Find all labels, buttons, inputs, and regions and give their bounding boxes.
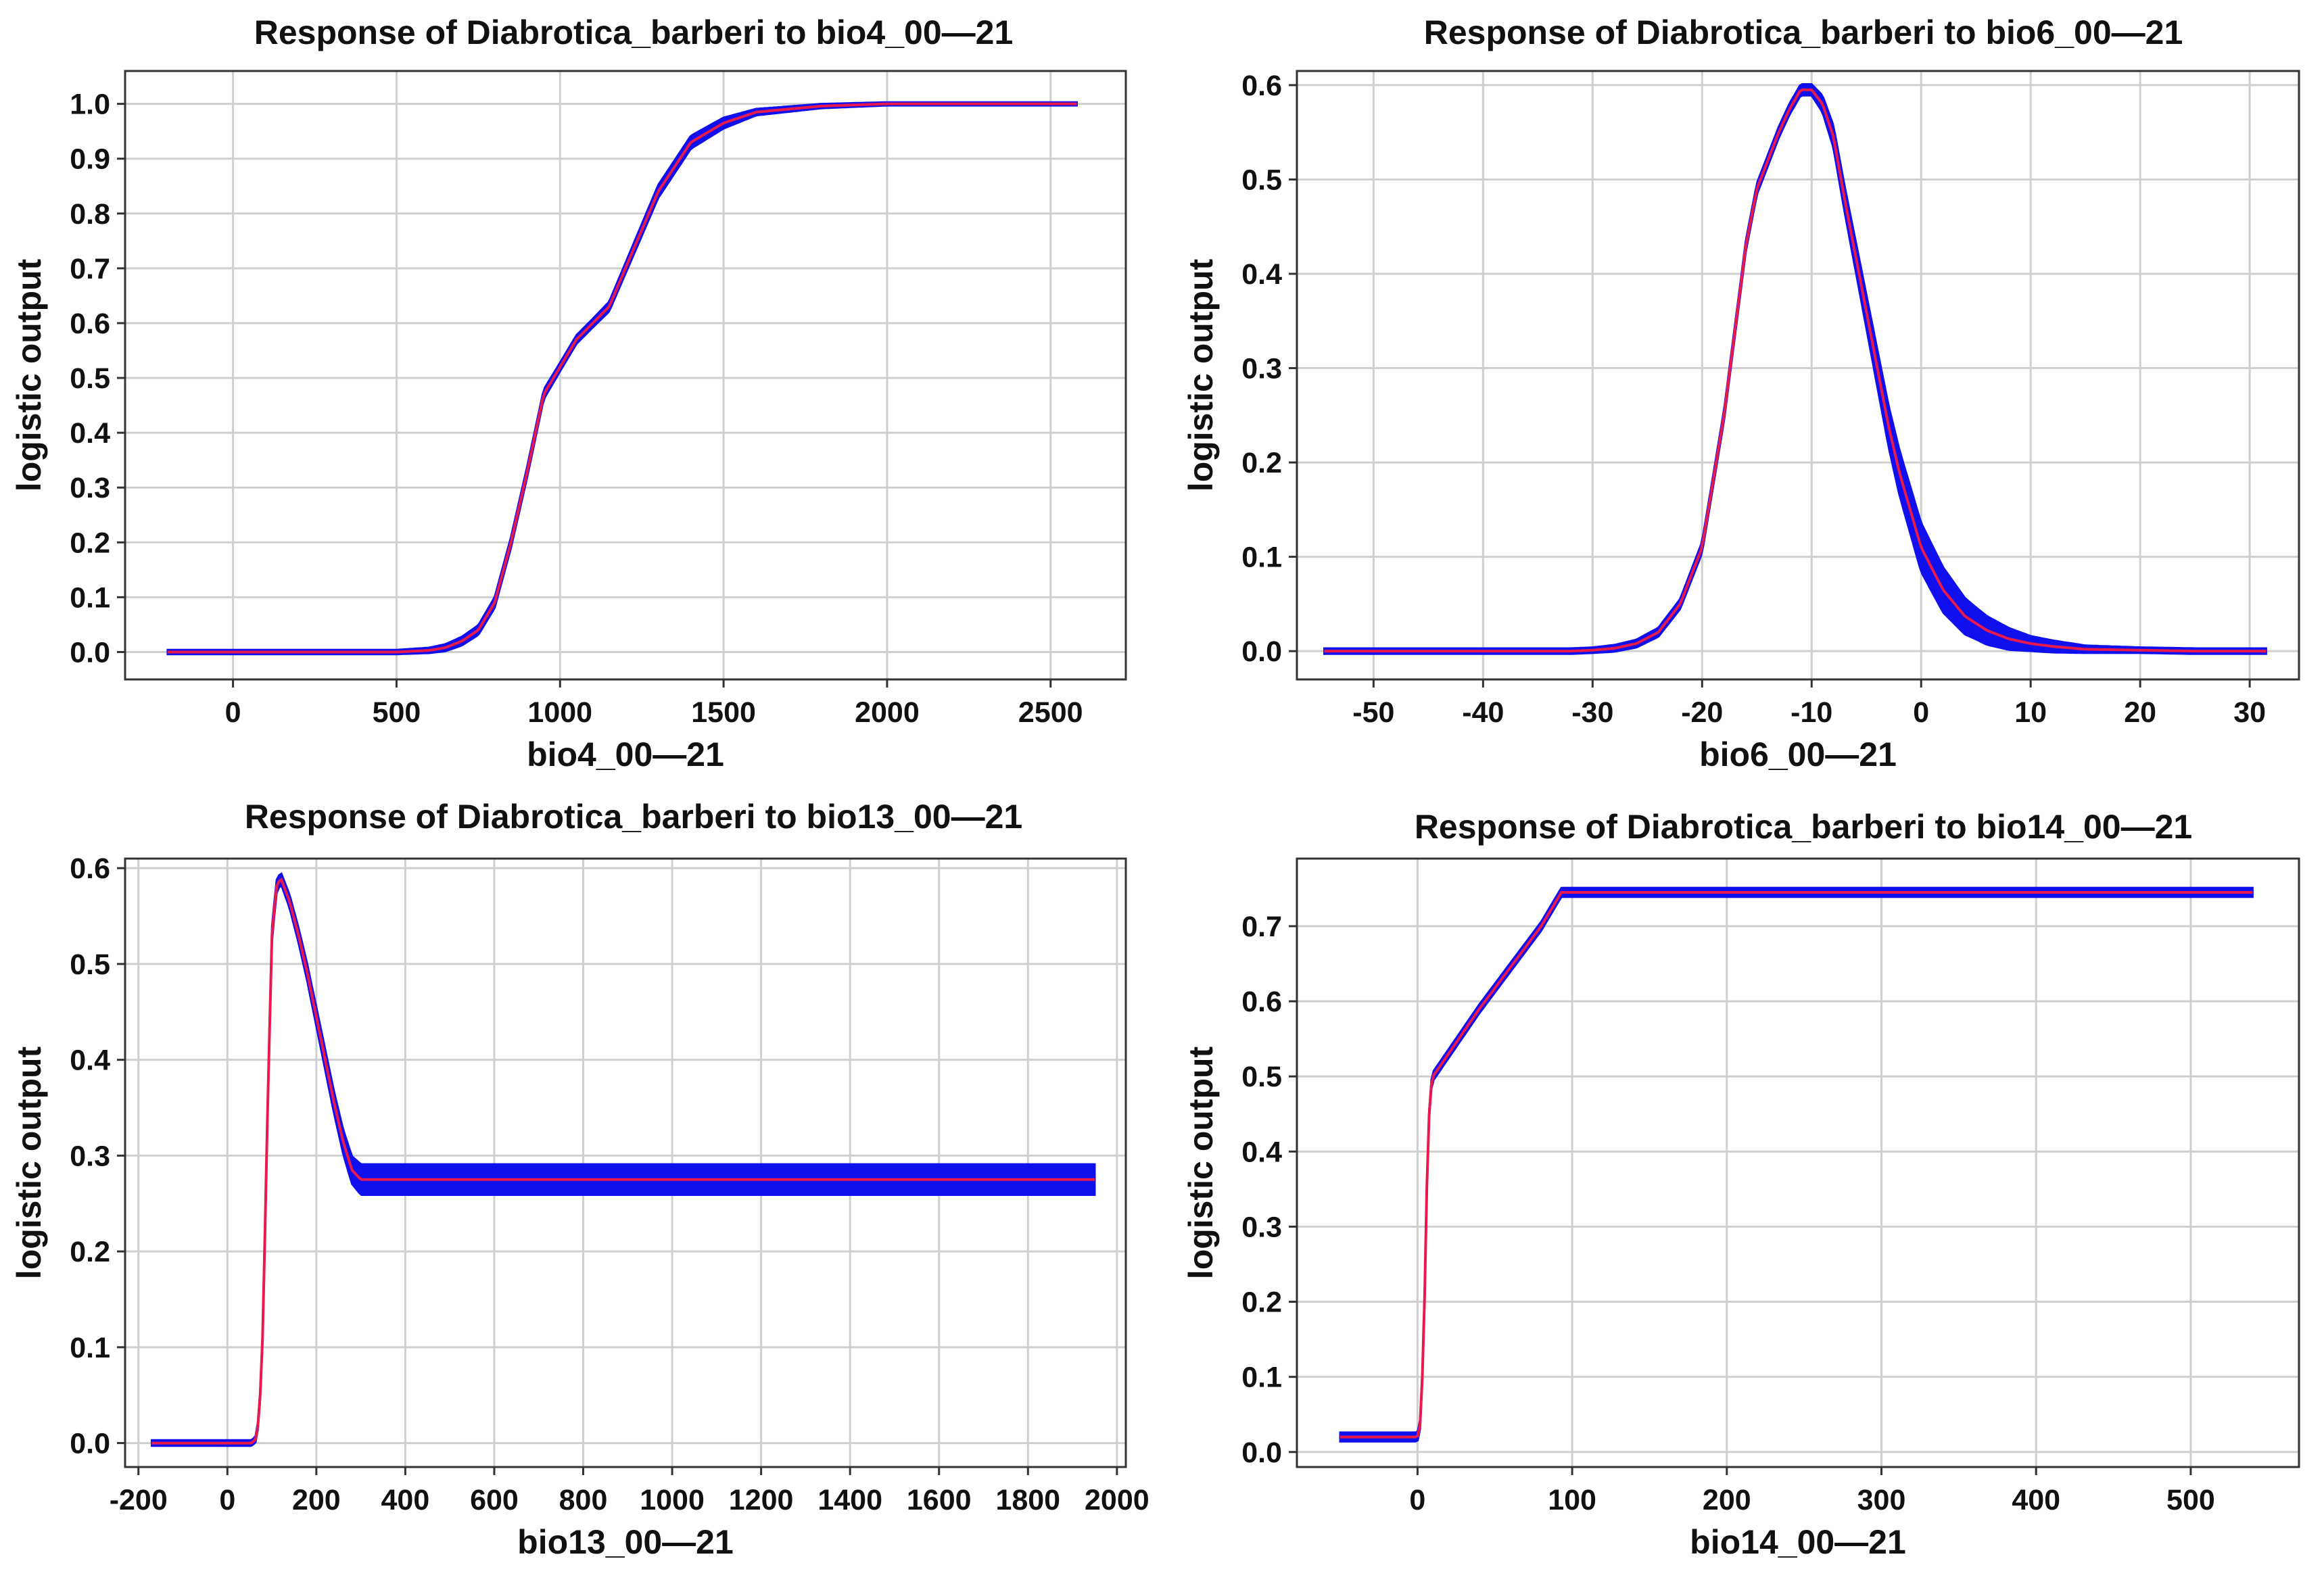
- std-dev-band: [1339, 886, 2254, 1443]
- x-axis-label: bio4_00—21: [527, 736, 724, 773]
- x-tick-label: 500: [2166, 1484, 2215, 1516]
- y-tick-label: 0.3: [70, 1140, 110, 1172]
- plot-frame: [1296, 70, 2300, 681]
- x-axis-label: bio14_00—21: [1690, 1523, 1906, 1561]
- y-tick-label: 0.5: [1241, 1061, 1282, 1093]
- y-axis-label: logistic output: [1182, 258, 1220, 491]
- x-tick-label: 0: [225, 696, 241, 729]
- y-tick-label: 0.4: [70, 417, 110, 450]
- y-tick-label: 0.7: [1241, 911, 1282, 943]
- y-tick-label: 0.2: [1241, 1287, 1282, 1319]
- x-tick-label: 0: [1409, 1484, 1425, 1516]
- plot-frame: [1296, 857, 2300, 1468]
- y-tick-label: 1.0: [70, 89, 110, 121]
- y-tick-label: 0.6: [1241, 70, 1282, 102]
- y-tick-label: 0.4: [1241, 1136, 1282, 1168]
- y-tick-label: 0.4: [70, 1044, 110, 1077]
- y-tick-label: 0.0: [70, 636, 110, 669]
- y-tick-label: 0.2: [1241, 447, 1282, 479]
- chart-panel-1: 0 500 1000 1500 2000 2500 0.0 0.1 0.2 0.3 0.4 0.5 0.…: [10, 14, 1127, 773]
- y-tick-label: 0.5: [70, 948, 110, 981]
- x-tick-label: 300: [1857, 1484, 1906, 1516]
- x-tick-label: 200: [292, 1484, 341, 1516]
- x-tick-label: -40: [1462, 696, 1504, 729]
- std-dev-band: [1323, 83, 2267, 655]
- y-tick-label: 0.3: [1241, 1211, 1282, 1243]
- y-tick-label: 0.2: [70, 1236, 110, 1268]
- x-tick-label: -30: [1571, 696, 1613, 729]
- plot-frame: [124, 857, 1127, 1468]
- y-tick-label: 0.2: [70, 527, 110, 559]
- y-tick-label: 0.3: [1241, 353, 1282, 385]
- x-tick-label: 400: [381, 1484, 430, 1516]
- chart-panel-3: -200 0 200 400 600 800 1000 1200 1400 1600 1800 200…: [10, 798, 1149, 1561]
- y-tick-label: 0.6: [70, 308, 110, 340]
- y-tick-label: 0.0: [1241, 635, 1282, 668]
- y-tick-label: 0.0: [1241, 1437, 1282, 1469]
- x-tick-label: 10: [2014, 696, 2047, 729]
- x-tick-label: 800: [559, 1484, 608, 1516]
- x-tick-label: 1200: [729, 1484, 794, 1516]
- x-tick-label: 100: [1548, 1484, 1596, 1516]
- y-tick-label: 0.6: [1241, 986, 1282, 1018]
- x-tick-label: 200: [1703, 1484, 1751, 1516]
- x-tick-label: -10: [1791, 696, 1832, 729]
- y-tick-label: 0.5: [1241, 164, 1282, 196]
- y-tick-label: 0.5: [70, 362, 110, 395]
- chart-panel-4: 0 100 200 300 400 500 0.0 0.1 0.2 0.3 0.4 0.5 0.6 0.7…: [1182, 808, 2300, 1561]
- mean-response-line: [151, 877, 1095, 1445]
- std-dev-band: [166, 101, 1078, 656]
- y-axis-label: logistic output: [1182, 1046, 1220, 1279]
- chart-title: Response of Diabrotica_barberi to bio4_0…: [254, 14, 1014, 51]
- y-axis-label: logistic output: [10, 1046, 48, 1279]
- x-tick-label: 0: [219, 1484, 235, 1516]
- y-axis-label: logistic output: [10, 258, 48, 491]
- y-tick-label: 0.3: [70, 472, 110, 504]
- y-tick-label: 0.1: [70, 581, 110, 614]
- y-tick-label: 0.6: [70, 852, 110, 885]
- x-tick-label: 1500: [691, 696, 756, 729]
- mean-response-line: [1340, 891, 2253, 1439]
- y-tick-label: 0.1: [1241, 542, 1282, 574]
- x-tick-label: 1400: [817, 1484, 882, 1516]
- x-tick-label: 1000: [527, 696, 592, 729]
- x-tick-label: 20: [2124, 696, 2156, 729]
- x-tick-label: 2000: [855, 696, 920, 729]
- mean-response-line: [1324, 88, 2267, 653]
- x-tick-label: 30: [2233, 696, 2266, 729]
- x-tick-label: 0: [1913, 696, 1929, 729]
- chart-title: Response of Diabrotica_barberi to bio6_0…: [1424, 14, 2183, 51]
- x-tick-label: 1600: [907, 1484, 972, 1516]
- x-axis-label: bio6_00—21: [1699, 736, 1897, 773]
- x-tick-label: 2500: [1018, 696, 1083, 729]
- chart-title: Response of Diabrotica_barberi to bio14_…: [1415, 808, 2192, 846]
- y-tick-label: 0.8: [70, 198, 110, 231]
- x-tick-label: 500: [373, 696, 421, 729]
- x-tick-label: 400: [2012, 1484, 2060, 1516]
- x-axis-label: bio13_00—21: [517, 1523, 734, 1561]
- y-tick-label: 0.4: [1241, 258, 1282, 291]
- x-tick-label: 600: [470, 1484, 519, 1516]
- y-tick-label: 0.7: [70, 253, 110, 285]
- x-tick-label: -50: [1352, 696, 1394, 729]
- x-tick-label: 2000: [1085, 1484, 1149, 1516]
- y-tick-label: 0.0: [70, 1428, 110, 1460]
- x-tick-label: -20: [1681, 696, 1723, 729]
- chart-panel-2: -50 -40 -30 -20 -10 0 10 20 30 0.0 0.1 0.2 0.3 0.4 0.5…: [1182, 14, 2300, 773]
- y-tick-label: 0.9: [70, 143, 110, 176]
- y-tick-label: 0.1: [70, 1332, 110, 1364]
- plot-frame: [124, 70, 1127, 681]
- x-tick-label: 1000: [640, 1484, 705, 1516]
- y-tick-label: 0.1: [1241, 1362, 1282, 1394]
- chart-title: Response of Diabrotica_barberi to bio13_…: [245, 798, 1022, 836]
- mean-response-line: [167, 102, 1077, 654]
- std-dev-band: [151, 872, 1096, 1447]
- x-tick-label: 1800: [995, 1484, 1060, 1516]
- x-tick-label: -200: [110, 1484, 168, 1516]
